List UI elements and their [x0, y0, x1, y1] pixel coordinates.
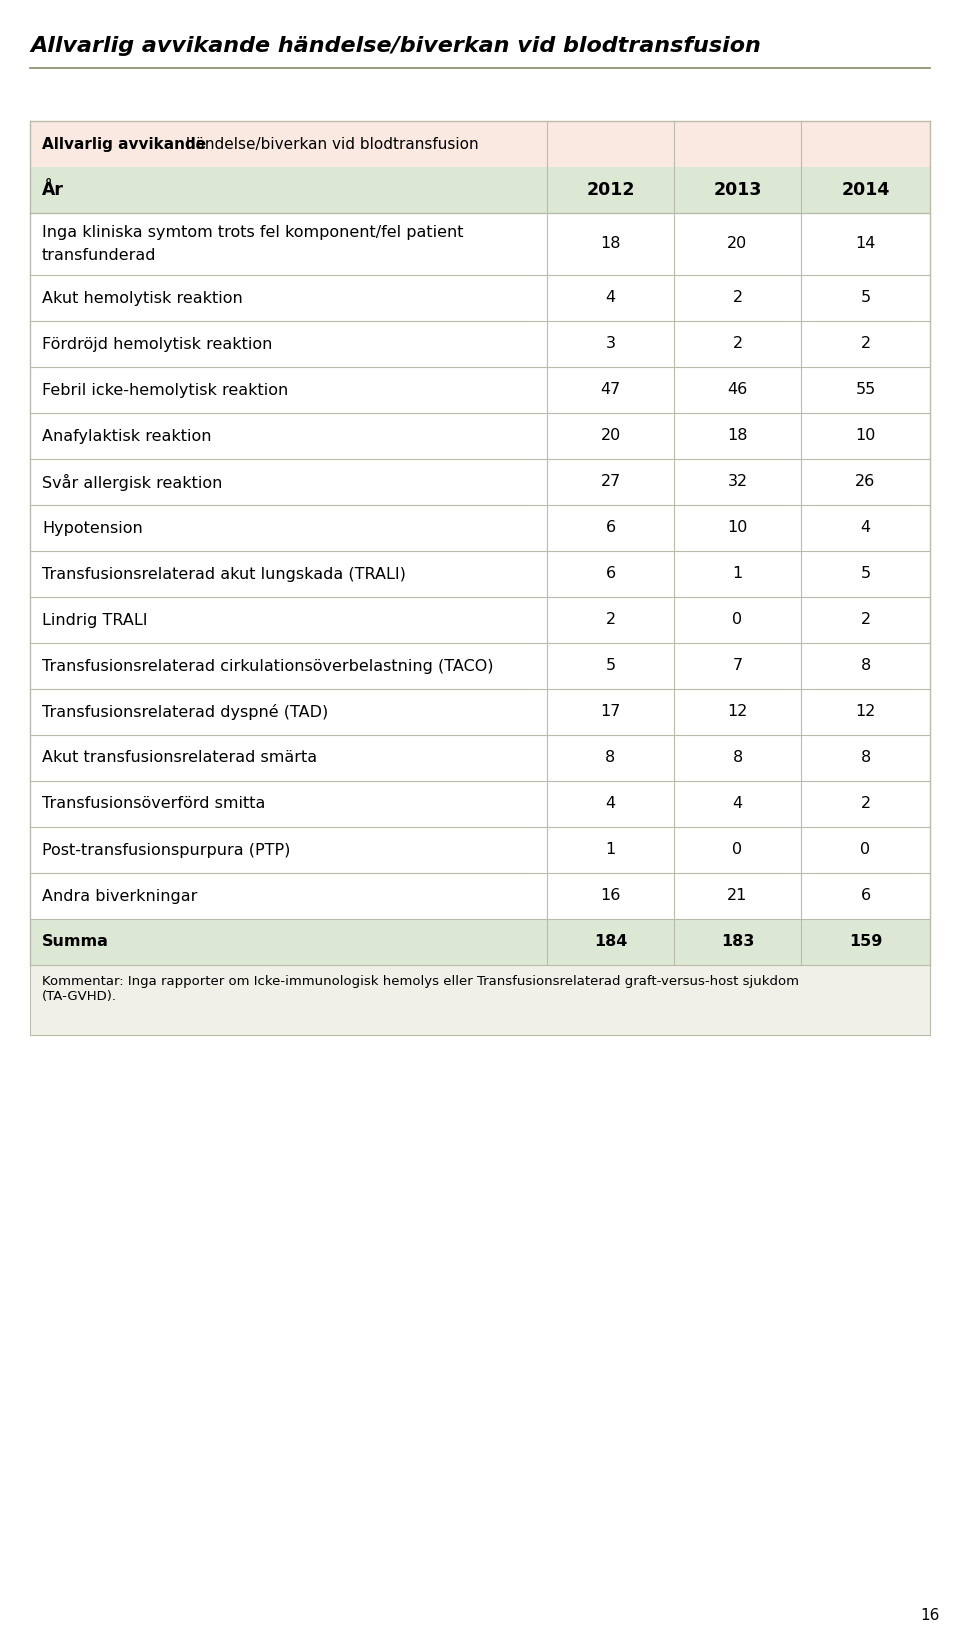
Text: 7: 7 — [732, 658, 743, 673]
Text: 2: 2 — [860, 612, 871, 627]
Text: Febril icke-hemolytisk reaktion: Febril icke-hemolytisk reaktion — [42, 382, 288, 397]
Text: 21: 21 — [728, 888, 748, 904]
Text: Transfusionsöverförd smitta: Transfusionsöverförd smitta — [42, 796, 265, 812]
Text: 0: 0 — [860, 842, 871, 858]
Text: Transfusionsrelaterad dyspné (TAD): Transfusionsrelaterad dyspné (TAD) — [42, 704, 328, 720]
Text: 3: 3 — [606, 336, 615, 351]
Text: 8: 8 — [860, 658, 871, 673]
Text: 6: 6 — [860, 888, 871, 904]
Text: 2: 2 — [860, 336, 871, 351]
Bar — [30, 505, 930, 551]
Bar — [30, 689, 930, 735]
Text: Post-transfusionspurpura (PTP): Post-transfusionspurpura (PTP) — [42, 842, 290, 858]
Text: 5: 5 — [860, 290, 871, 305]
Text: 0: 0 — [732, 842, 743, 858]
Text: 5: 5 — [606, 658, 615, 673]
Text: 4: 4 — [606, 796, 615, 812]
Text: 16: 16 — [921, 1608, 940, 1623]
Bar — [30, 643, 930, 689]
Bar — [30, 873, 930, 919]
Text: 20: 20 — [728, 236, 748, 251]
Bar — [30, 213, 930, 276]
Bar — [30, 781, 930, 827]
Text: 2: 2 — [860, 796, 871, 812]
Text: 5: 5 — [860, 566, 871, 581]
Text: 47: 47 — [600, 382, 620, 397]
Bar — [30, 414, 930, 459]
Text: 4: 4 — [860, 520, 871, 535]
Bar — [30, 551, 930, 597]
Text: 183: 183 — [721, 934, 755, 950]
Text: 8: 8 — [860, 750, 871, 765]
Text: Akut hemolytisk reaktion: Akut hemolytisk reaktion — [42, 290, 243, 305]
Text: 10: 10 — [728, 520, 748, 535]
Text: Fördröjd hemolytisk reaktion: Fördröjd hemolytisk reaktion — [42, 336, 273, 351]
Text: 32: 32 — [728, 474, 748, 489]
Text: År: År — [42, 181, 64, 199]
Text: Akut transfusionsrelaterad smärta: Akut transfusionsrelaterad smärta — [42, 750, 317, 765]
Text: 8: 8 — [606, 750, 615, 765]
Text: 4: 4 — [606, 290, 615, 305]
Text: 2012: 2012 — [587, 181, 635, 199]
Bar — [30, 827, 930, 873]
Text: 2: 2 — [606, 612, 615, 627]
Text: Anafylaktisk reaktion: Anafylaktisk reaktion — [42, 428, 211, 443]
Text: händelse/biverkan vid blodtransfusion: händelse/biverkan vid blodtransfusion — [180, 136, 478, 151]
Text: 20: 20 — [600, 428, 620, 443]
Text: 46: 46 — [728, 382, 748, 397]
Text: 6: 6 — [606, 566, 615, 581]
Text: Lindrig TRALI: Lindrig TRALI — [42, 612, 148, 627]
Text: 14: 14 — [855, 236, 876, 251]
Text: 10: 10 — [855, 428, 876, 443]
Text: Hypotension: Hypotension — [42, 520, 143, 535]
Text: Transfusionsrelaterad akut lungskada (TRALI): Transfusionsrelaterad akut lungskada (TR… — [42, 566, 406, 581]
Text: 184: 184 — [594, 934, 627, 950]
Text: 17: 17 — [600, 704, 621, 719]
Text: Summa: Summa — [42, 934, 108, 950]
Text: Inga kliniska symtom trots fel komponent/fel patient: Inga kliniska symtom trots fel komponent… — [42, 225, 464, 241]
Bar — [30, 276, 930, 322]
Text: 6: 6 — [606, 520, 615, 535]
Text: 2: 2 — [732, 290, 743, 305]
Text: 2: 2 — [732, 336, 743, 351]
Bar — [30, 919, 930, 965]
Bar — [30, 459, 930, 505]
Text: 0: 0 — [732, 612, 743, 627]
Text: Allvarlig avvikande: Allvarlig avvikande — [42, 136, 206, 151]
Text: 18: 18 — [728, 428, 748, 443]
Bar — [30, 368, 930, 414]
Bar — [30, 121, 930, 167]
Text: 8: 8 — [732, 750, 743, 765]
Text: 26: 26 — [855, 474, 876, 489]
Bar — [30, 597, 930, 643]
Text: 2014: 2014 — [841, 181, 890, 199]
Bar — [30, 322, 930, 368]
Text: 12: 12 — [855, 704, 876, 719]
Text: Svår allergisk reaktion: Svår allergisk reaktion — [42, 474, 223, 491]
Text: 18: 18 — [600, 236, 621, 251]
Text: Allvarlig avvikande händelse/biverkan vid blodtransfusion: Allvarlig avvikande händelse/biverkan vi… — [30, 36, 761, 56]
Text: 1: 1 — [732, 566, 743, 581]
Text: 4: 4 — [732, 796, 743, 812]
Text: 1: 1 — [606, 842, 615, 858]
Text: 16: 16 — [600, 888, 621, 904]
Bar — [30, 167, 930, 213]
Text: 55: 55 — [855, 382, 876, 397]
Text: Transfusionsrelaterad cirkulationsöverbelastning (TACO): Transfusionsrelaterad cirkulationsöverbe… — [42, 658, 493, 673]
Bar — [30, 735, 930, 781]
Text: 2013: 2013 — [713, 181, 761, 199]
Bar — [30, 965, 930, 1035]
Text: Andra biverkningar: Andra biverkningar — [42, 888, 198, 904]
Text: 27: 27 — [600, 474, 620, 489]
Text: 12: 12 — [728, 704, 748, 719]
Text: 159: 159 — [849, 934, 882, 950]
Text: Kommentar: Inga rapporter om Icke-immunologisk hemolys eller Transfusionsrelater: Kommentar: Inga rapporter om Icke-immuno… — [42, 975, 799, 1003]
Text: transfunderad: transfunderad — [42, 248, 156, 263]
